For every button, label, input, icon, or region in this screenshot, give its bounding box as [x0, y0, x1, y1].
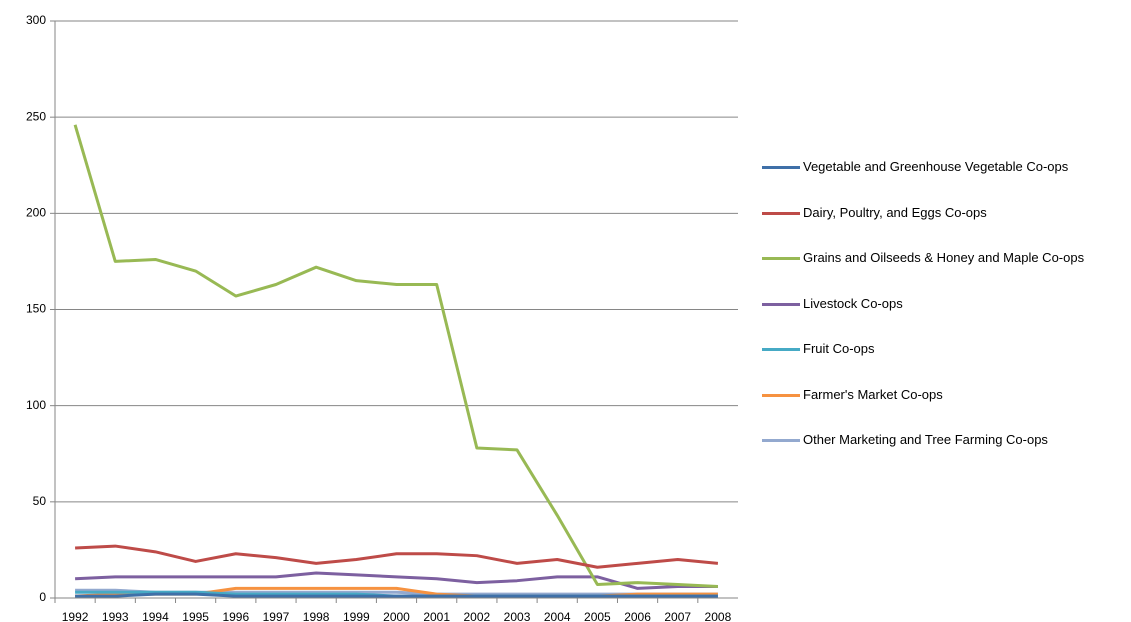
legend-label: Livestock Co-ops: [803, 295, 903, 311]
x-tick-label: 2000: [383, 610, 410, 622]
x-tick-label: 1995: [182, 610, 209, 622]
legend-swatch: [762, 302, 800, 306]
y-tick-label: 300: [26, 13, 46, 27]
series-line: [73, 124, 718, 588]
legend-swatch: [762, 257, 800, 260]
x-tick-label: 1997: [263, 610, 290, 622]
x-tick-label: 1996: [222, 610, 249, 622]
x-tick-label: 2007: [664, 610, 691, 622]
legend-item: Vegetable and Greenhouse Vegetable Co-op…: [762, 157, 1107, 203]
series-line: [75, 571, 718, 590]
legend-item: Dairy, Poultry, and Eggs Co-ops: [762, 203, 1107, 249]
legend-label: Dairy, Poultry, and Eggs Co-ops: [803, 204, 987, 220]
legend-item: Livestock Co-ops: [762, 294, 1107, 340]
x-tick-label: 1994: [142, 610, 169, 622]
y-tick-label: 250: [26, 109, 46, 123]
y-tick-label: 150: [26, 302, 46, 316]
legend-label: Other Marketing and Tree Farming Co-ops: [803, 432, 1048, 447]
legend-item: Farmer's Market Co-ops: [762, 385, 1107, 431]
legend-item: Other Marketing and Tree Farming Co-ops: [762, 430, 1107, 476]
y-tick-label: 100: [26, 398, 46, 412]
legend-label: Fruit Co-ops: [803, 341, 875, 356]
legend-swatch: [762, 166, 800, 169]
x-tick-label: 2001: [423, 610, 450, 622]
x-tick-label: 2005: [584, 610, 611, 622]
x-tick-label: 2004: [544, 610, 571, 622]
x-tick-label: 1998: [303, 610, 330, 622]
y-tick-label: 0: [39, 590, 46, 604]
x-tick-label: 2002: [464, 610, 491, 622]
series-line: [75, 544, 719, 569]
x-tick-label: 1993: [102, 610, 129, 622]
series-line: [75, 592, 718, 598]
legend-swatch: [762, 211, 800, 215]
legend-swatch: [762, 439, 800, 442]
x-tick-label: 2003: [504, 610, 531, 622]
legend: Vegetable and Greenhouse Vegetable Co-op…: [762, 157, 1107, 476]
y-tick-label: 50: [33, 494, 47, 508]
legend-label: Grains and Oilseeds & Honey and Maple Co…: [803, 250, 1085, 265]
x-tick-label: 1999: [343, 610, 370, 622]
legend-swatch: [762, 393, 800, 397]
x-tick-label: 2008: [705, 610, 732, 622]
legend-item: Fruit Co-ops: [762, 339, 1107, 385]
legend-item: Grains and Oilseeds & Honey and Maple Co…: [762, 248, 1107, 294]
x-tick-label: 1992: [62, 610, 89, 622]
legend-label: Vegetable and Greenhouse Vegetable Co-op…: [803, 159, 1069, 174]
x-tick-label: 2006: [624, 610, 651, 622]
y-tick-label: 200: [26, 206, 46, 220]
legend-label: Farmer's Market Co-ops: [803, 386, 943, 402]
legend-swatch: [762, 348, 800, 351]
